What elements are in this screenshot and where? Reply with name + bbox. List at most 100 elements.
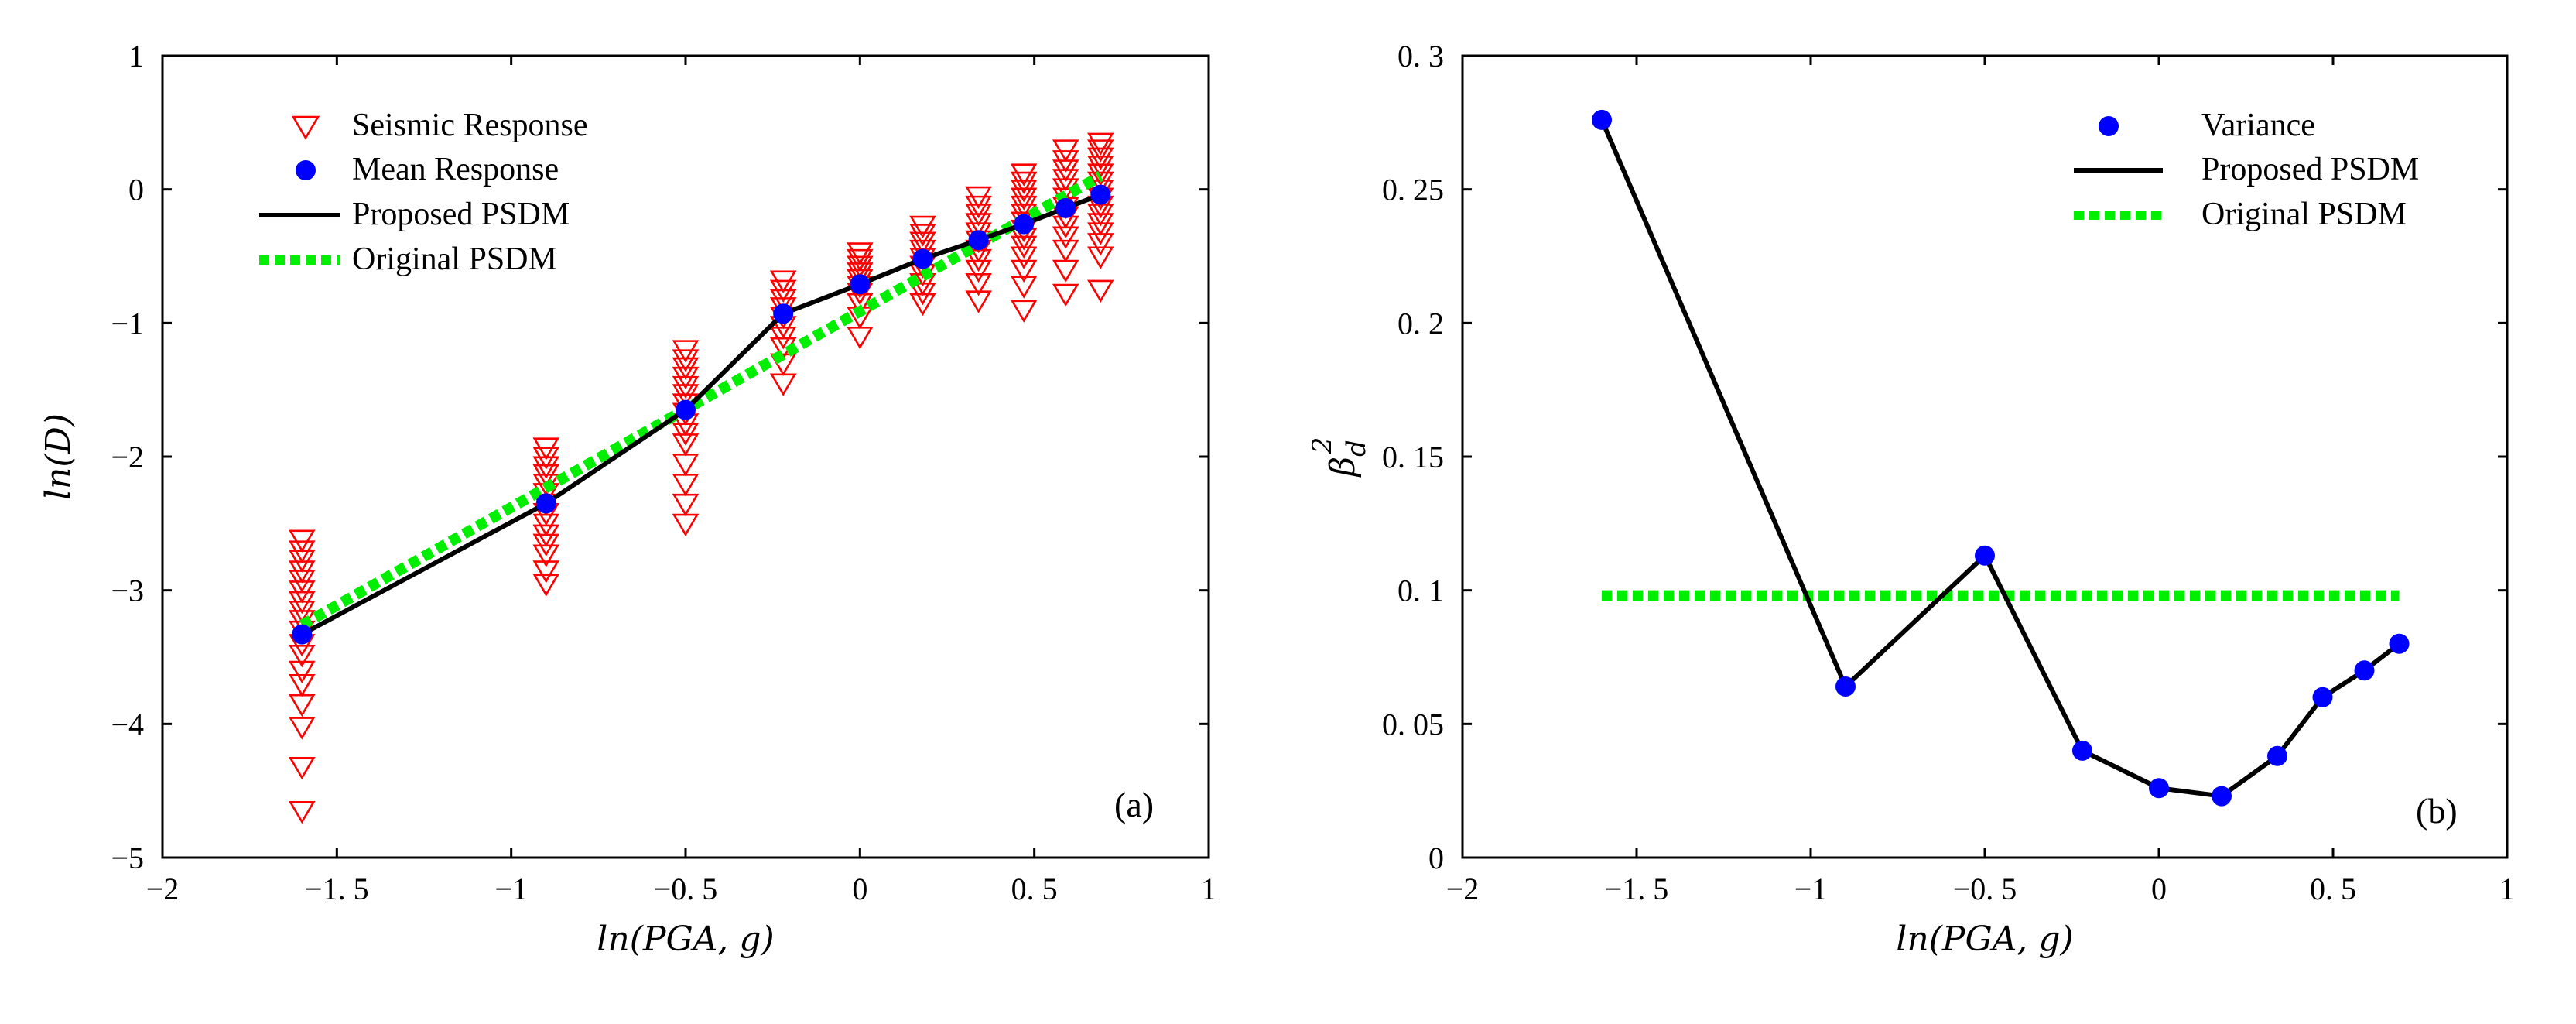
seismic-response-marker [532,456,560,479]
mean-response-point [850,274,871,295]
seismic-response-marker [1087,233,1114,256]
legend-variance-symbol [2099,116,2119,136]
y-tick-label: −4 [111,707,144,741]
y-tick-label: 0. 05 [1382,707,1444,741]
seismic-response-marker [672,513,700,537]
x-tick-label: −2 [146,872,180,906]
y-tick-label: −1 [111,306,144,341]
panel-label: (b) [2416,791,2458,831]
seismic-response-marker [909,215,936,239]
seismic-response-marker [1052,226,1079,249]
seismic-response-marker [847,242,874,265]
seismic-response-marker [1087,279,1114,303]
seismic-response-marker [1010,246,1038,269]
seismic-response-marker [1010,163,1038,187]
seismic-response-marker [847,327,874,350]
y-tick-label: −5 [111,841,144,875]
y-tick-label: 0. 15 [1382,440,1444,474]
seismic-response-marker [1052,239,1079,263]
original-psdm-line [299,171,1103,630]
mean-response-point [773,303,794,324]
x-tick-label: −2 [1446,872,1480,906]
seismic-response-marker [1087,132,1114,156]
variance-point [1975,545,1995,566]
proposed-psdm-line [1599,118,2401,799]
x-tick-label: −1. 5 [305,872,369,906]
variance-point [2212,786,2232,807]
mean-response-point [1090,184,1111,205]
x-tick-label: 0 [852,872,867,906]
seismic-response-marker [672,493,700,517]
seismic-response-marker [288,694,316,717]
seismic-response-marker [1052,259,1079,283]
seismic-response-marker [965,290,992,313]
panel-label: (a) [1114,785,1154,824]
x-tick-label: −1 [1794,872,1828,906]
panel-a: −2 −1. 5 −1 −0. 5 0 0. 5 1 −5 −4 −3 −2 −1 0 1 ln(PGA, … [39,39,1216,959]
seismic-response-marker [1010,300,1038,323]
seismic-response-marker [672,473,700,497]
legend-mean-response-symbol [296,160,316,180]
mean-response-point [676,399,696,420]
legend-proposed-psdm-label: Proposed PSDM [2201,152,2419,187]
y-tick-label: 0. 25 [1382,173,1444,207]
variance-point [2267,745,2287,766]
x-tick-label: 1 [2499,872,2515,906]
x-tick-label: −0. 5 [1953,872,2017,906]
x-tick-label: 0. 5 [2310,872,2356,906]
seismic-response-marker [965,259,992,283]
x-tick-label: 1 [1201,872,1216,906]
seismic-response-marker [1010,276,1038,299]
seismic-response-marker [532,574,560,597]
seismic-response-marker [1010,195,1038,219]
seismic-response-marker [1010,259,1038,283]
seismic-response-marker [288,801,316,824]
seismic-response-marker [1087,246,1114,269]
y-tick-label: 0 [1428,841,1444,875]
y-tick-label: 0. 2 [1397,306,1444,341]
mean-response-point [535,493,556,514]
seismic-response-marker [1087,156,1114,179]
variance-point [1835,676,1856,697]
y-axis-label: ln(D) [39,413,78,500]
seismic-response-marker [1010,180,1038,203]
seismic-response-marker [847,262,874,286]
legend-seismic-response-symbol [291,115,320,140]
variance-point [2389,633,2410,654]
variance-point [1592,109,1612,130]
seismic-response-marker [288,644,316,668]
y-tick-label: −2 [111,440,144,474]
y-tick-label: 0 [128,173,144,207]
variance-point [2312,687,2333,707]
variance-point [2354,660,2375,681]
panel-b: −2 −1. 5 −1 −0. 5 0 0. 5 1 0 0. 05 0. 1 0. 15 0. 2 0… [1307,39,2515,959]
seismic-response-marker [1010,187,1038,211]
mean-response-point [1014,214,1035,235]
seismic-response-marker [909,231,936,255]
seismic-response-marker [909,293,936,317]
mean-response-point [968,230,989,251]
x-tick-label: 0 [2151,872,2167,906]
seismic-response-marker [769,289,797,313]
y-tick-label: −3 [111,574,144,608]
legend-proposed-psdm-label: Proposed PSDM [352,197,570,232]
seismic-response-marker [672,375,700,399]
y-axis-label-base: β [1323,457,1363,478]
legend-mean-response-label: Mean Response [352,152,559,187]
x-tick-label: −1. 5 [1605,872,1669,906]
x-tick-label: −0. 5 [654,872,718,906]
seismic-response-marker [532,544,560,567]
variance-point [2149,778,2169,799]
seismic-response-marker [1087,139,1114,163]
seismic-response-marker [288,673,316,697]
seismic-response-marker [769,373,797,396]
seismic-response-marker [288,660,316,684]
seismic-response-marker [288,717,316,740]
seismic-response-marker [909,224,936,247]
seismic-response-marker [1087,163,1114,187]
seismic-response-marker [1052,283,1079,307]
legend-original-psdm-label: Original PSDM [2201,197,2407,232]
legend-seismic-response-label: Seismic Response [352,108,587,143]
seismic-response-marker [672,349,700,372]
variance-point [2072,740,2092,761]
